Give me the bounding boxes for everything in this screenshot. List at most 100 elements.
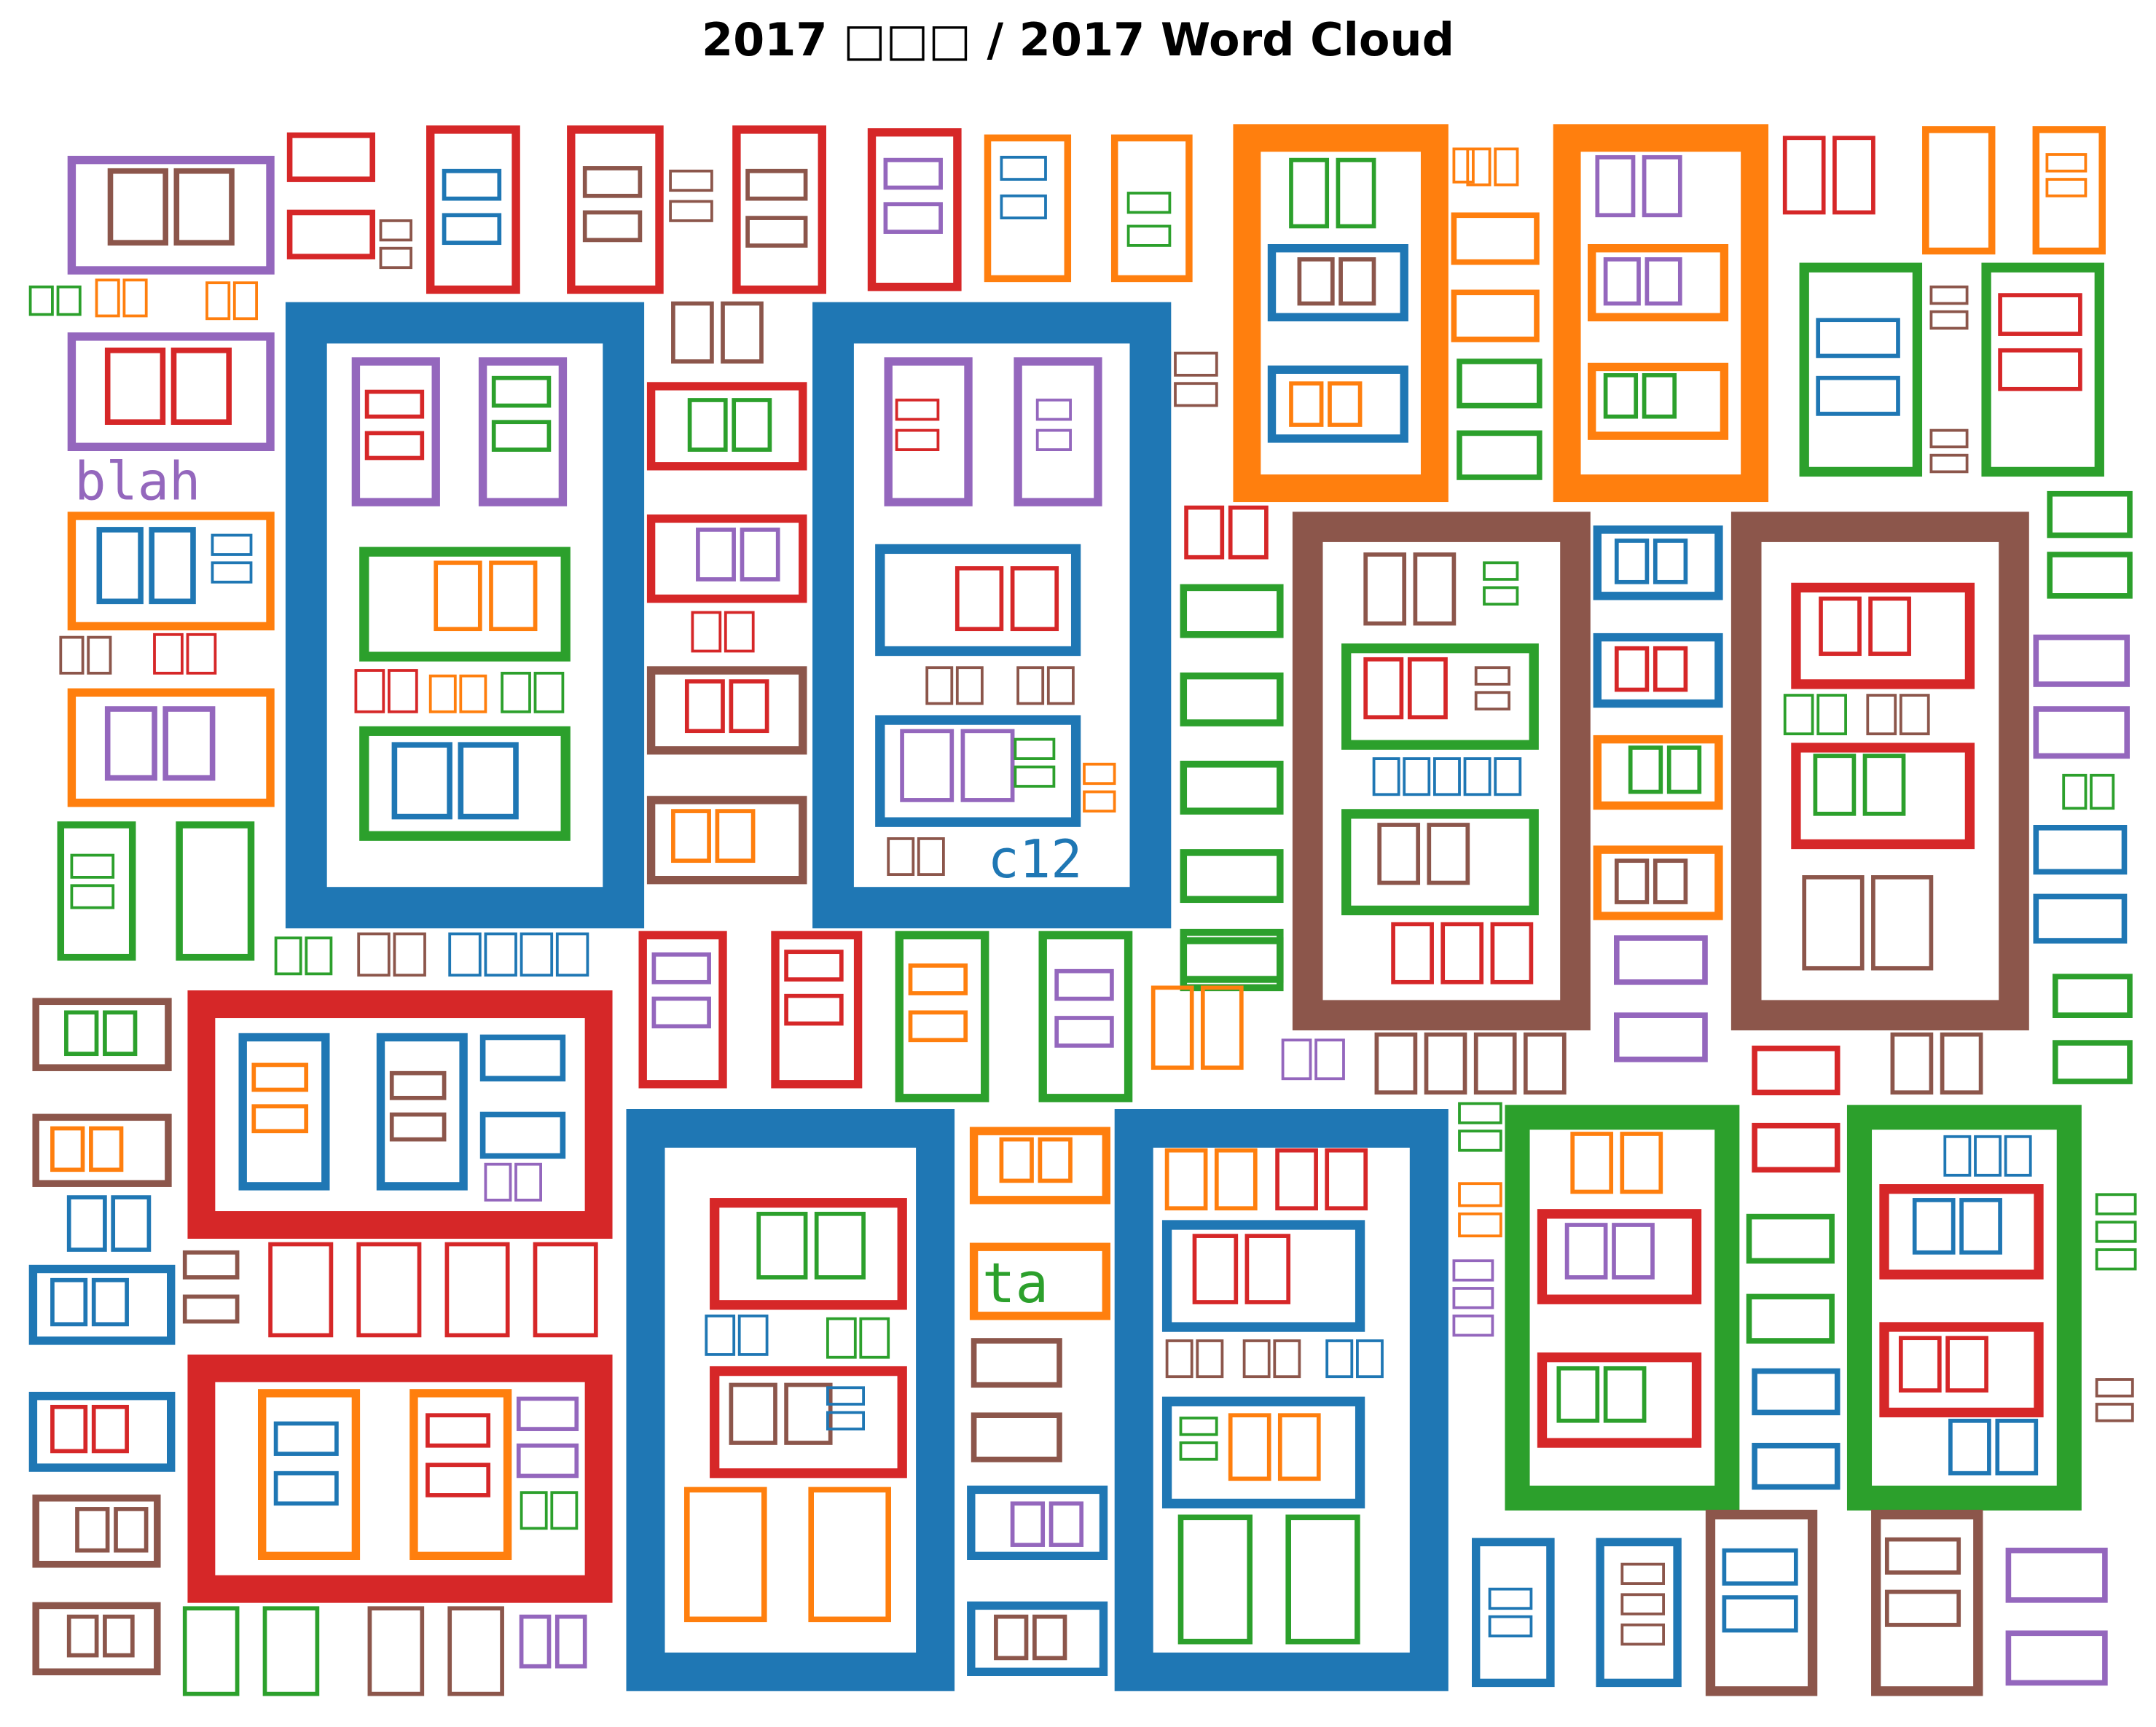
word-glyph-139 (1466, 147, 1491, 187)
word-glyph-289 (554, 1614, 587, 1669)
word-glyph-160 (1799, 262, 1923, 477)
word-glyph-297 (859, 1317, 890, 1359)
word-glyph-232 (1614, 935, 1708, 985)
word-glyph-263 (533, 1242, 598, 1338)
word-glyph-24 (162, 706, 216, 781)
word-glyph-371 (1746, 1293, 1835, 1344)
word-glyph-161 (1816, 318, 1900, 359)
word-glyph-111 (925, 666, 954, 705)
word-glyph-278 (32, 1495, 161, 1568)
word-glyph-381 (1879, 1322, 2044, 1418)
word-glyph-12 (232, 281, 258, 321)
word-glyph-122 (1180, 849, 1284, 904)
word-glyph-133 (1297, 257, 1335, 306)
word-glyph-147 (1642, 154, 1682, 218)
word-glyph-130 (1289, 157, 1330, 229)
word-glyph-72 (391, 742, 452, 820)
word-glyph-70 (489, 560, 538, 632)
word-glyph-227 (1628, 745, 1663, 794)
word-glyph-54 (883, 202, 943, 234)
word-glyph-189 (1474, 691, 1510, 710)
word-glyph-292 (756, 1211, 808, 1280)
word-glyph-27 (70, 884, 115, 909)
word-glyph-148 (1587, 244, 1729, 322)
word-glyph-19 (87, 635, 112, 675)
word-glyph-31 (357, 932, 391, 977)
word-glyph-89 (724, 611, 755, 653)
word-glyph-164 (1929, 310, 1969, 330)
word-glyph-184 (1483, 586, 1519, 606)
word-glyph-217 (1871, 875, 1934, 971)
word-glyph-157 (2032, 126, 2106, 255)
word-glyph-398 (1705, 1509, 1818, 1696)
word-glyph-36 (555, 932, 589, 977)
word-glyph-400 (1722, 1595, 1798, 1633)
word-glyph-236 (187, 990, 613, 1239)
word-glyph-21 (186, 633, 217, 675)
word-glyph-153 (1642, 373, 1677, 419)
word-glyph-307 (1038, 1137, 1073, 1183)
word-glyph-113 (1016, 666, 1045, 705)
word-glyph-145 (1553, 124, 1769, 503)
word-glyph-385 (1995, 1418, 2039, 1476)
word-glyph-255 (28, 1264, 176, 1345)
word-glyph-387 (2095, 1221, 2137, 1243)
word-glyph-128 (1228, 505, 1269, 560)
word-glyph-18 (59, 635, 85, 675)
word-glyph-283 (103, 1614, 135, 1658)
word-glyph-274 (550, 1491, 579, 1530)
word-glyph-366 (1612, 1223, 1655, 1280)
word-glyph-239 (251, 1104, 309, 1134)
word-glyph-329 (1150, 985, 1194, 1070)
word-glyph-244 (479, 1111, 566, 1159)
word-glyph-66 (491, 375, 552, 408)
word-glyph-170 (2047, 490, 2133, 539)
word-glyph-23 (104, 706, 157, 781)
word-glyph-78 (501, 671, 531, 713)
word-glyph-134 (1338, 257, 1376, 306)
word-glyph-318 (651, 952, 711, 984)
word-glyph-11 (205, 281, 231, 321)
word-glyph-186 (1363, 657, 1404, 720)
word-glyph-158 (2045, 153, 2088, 173)
word-glyph-196 (1377, 823, 1421, 885)
word-glyph-253 (66, 1195, 107, 1252)
legible-word-2: c12 (988, 829, 1083, 890)
word-glyph-357 (1458, 1212, 1502, 1238)
word-glyph-142 (1451, 289, 1540, 342)
word-glyph-91 (684, 679, 725, 734)
word-glyph-272 (516, 1443, 579, 1479)
word-glyph-279 (75, 1507, 110, 1553)
word-glyph-310 (971, 1412, 1062, 1462)
word-glyph-328 (1054, 1016, 1114, 1048)
word-glyph-16 (211, 533, 253, 556)
word-glyph-242 (389, 1112, 447, 1142)
word-glyph-389 (2095, 1378, 2134, 1398)
word-glyph-73 (458, 742, 519, 820)
word-glyph-131 (1336, 157, 1376, 229)
word-glyph-221 (1614, 539, 1650, 584)
word-glyph-129 (1233, 124, 1449, 503)
word-glyph-367 (1537, 1352, 1702, 1448)
word-glyph-83 (687, 398, 728, 452)
word-glyph-4 (67, 332, 275, 451)
word-glyph-266 (273, 1421, 339, 1456)
word-glyph-378 (1879, 1184, 2044, 1280)
word-glyph-112 (955, 666, 984, 705)
word-glyph-100 (1014, 357, 1102, 506)
word-glyph-34 (484, 932, 517, 977)
word-glyph-191 (1403, 757, 1431, 796)
word-glyph-309 (971, 1338, 1062, 1388)
word-glyph-391 (1471, 1538, 1555, 1688)
word-glyph-336 (1275, 1148, 1318, 1211)
word-glyph-194 (1494, 757, 1522, 796)
word-glyph-379 (1912, 1198, 1956, 1255)
word-glyph-294 (705, 1315, 736, 1356)
word-glyph-342 (1196, 1339, 1224, 1379)
word-glyph-261 (356, 1242, 422, 1338)
word-glyph-155 (1832, 136, 1875, 215)
word-glyph-116 (917, 837, 945, 877)
word-glyph-101 (1035, 399, 1072, 421)
word-glyph-5 (104, 347, 166, 425)
word-glyph-291 (710, 1198, 907, 1310)
